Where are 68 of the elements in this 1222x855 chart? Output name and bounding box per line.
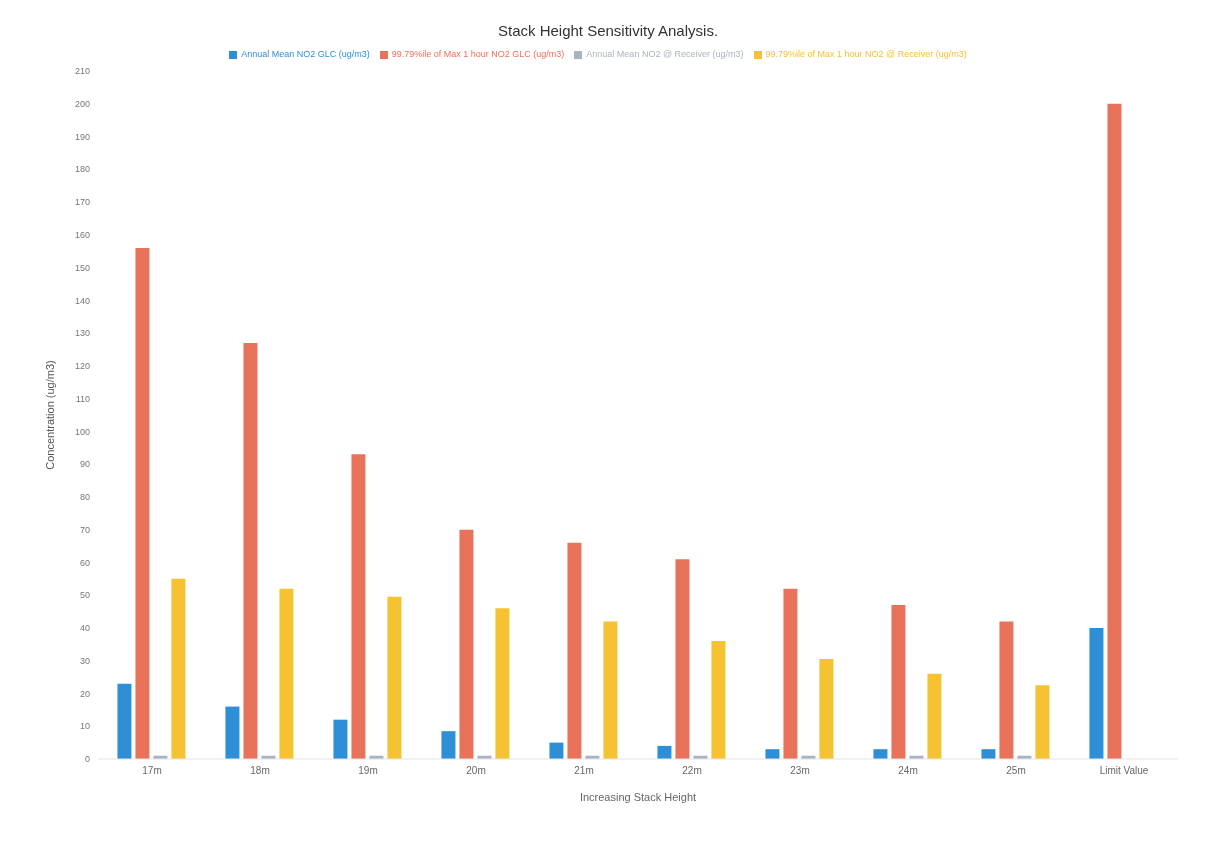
x-tick-label: 20m	[466, 765, 486, 777]
bar	[783, 588, 798, 759]
x-tick-label: 22m	[682, 765, 702, 777]
bar	[117, 683, 132, 759]
bar	[549, 742, 564, 759]
bar	[333, 719, 348, 759]
x-tick-label: Limit Value	[1099, 765, 1149, 777]
x-tick-label: 24m	[898, 765, 918, 777]
y-tick-label: 180	[74, 164, 90, 175]
x-tick-label: 23m	[790, 765, 810, 777]
bar	[135, 247, 150, 759]
bar	[567, 542, 582, 759]
y-tick-label: 40	[79, 623, 90, 634]
bar	[1035, 685, 1050, 759]
y-tick-label: 30	[79, 655, 90, 666]
legend-label: Annual Mean NO2 @ Receiver (ug/m3)	[586, 49, 744, 59]
bar	[171, 578, 186, 759]
y-tick-label: 170	[74, 197, 90, 208]
chart-title: Stack Height Sensitivity Analysis.	[496, 21, 720, 39]
y-tick-label: 200	[74, 98, 90, 109]
y-tick-label: 90	[79, 459, 90, 470]
x-tick-label: 17m	[142, 765, 162, 777]
bar	[765, 749, 780, 759]
y-tick-label: 130	[74, 328, 90, 339]
y-tick-label: 110	[75, 393, 90, 404]
y-tick-label: 10	[79, 721, 90, 732]
y-tick-label: 190	[74, 131, 90, 142]
y-axis-title: Concentration (ug/m3)	[43, 360, 56, 470]
y-tick-label: 80	[79, 492, 90, 503]
y-tick-label: 100	[74, 426, 90, 437]
bar	[927, 673, 942, 759]
bar	[495, 608, 510, 759]
bar	[225, 706, 240, 759]
bar	[279, 588, 294, 759]
legend-label: Annual Mean NO2 GLC (ug/m3)	[241, 49, 370, 59]
y-tick-label: 120	[74, 361, 90, 372]
bar	[981, 749, 996, 759]
y-tick-label: 150	[74, 262, 90, 273]
x-tick-label: 19m	[358, 765, 378, 777]
legend-label: 99.79%ile of Max 1 hour NO2 GLC (ug/m3)	[391, 49, 565, 59]
bar	[387, 596, 402, 759]
x-tick-label: 25m	[1006, 765, 1026, 777]
bar	[819, 659, 834, 759]
bar	[243, 342, 258, 759]
bar	[711, 641, 726, 759]
y-tick-label: 0	[84, 754, 90, 765]
bar	[351, 454, 366, 759]
x-tick-label: 21m	[574, 765, 594, 777]
y-tick-label: 60	[79, 557, 90, 568]
bar	[1107, 103, 1122, 759]
y-tick-label: 140	[74, 295, 90, 306]
x-tick-label: 18m	[250, 765, 270, 777]
y-tick-label: 20	[79, 688, 90, 699]
bar	[873, 749, 888, 759]
x-axis-title: Increasing Stack Height	[579, 791, 697, 803]
bar	[891, 605, 906, 759]
bar	[1089, 627, 1104, 759]
bar	[459, 529, 474, 759]
y-tick-label: 50	[79, 590, 90, 601]
y-tick-label: 210	[74, 66, 90, 77]
y-tick-label: 160	[74, 230, 90, 240]
bar	[675, 559, 690, 759]
legend-label: 99.79%ile of Max 1 hour NO2 @ Receiver (ug/m3)	[765, 49, 967, 59]
bar	[603, 621, 618, 759]
y-tick-label: 70	[79, 524, 90, 535]
bar	[657, 745, 672, 759]
bar	[999, 621, 1014, 759]
bar	[441, 731, 456, 759]
